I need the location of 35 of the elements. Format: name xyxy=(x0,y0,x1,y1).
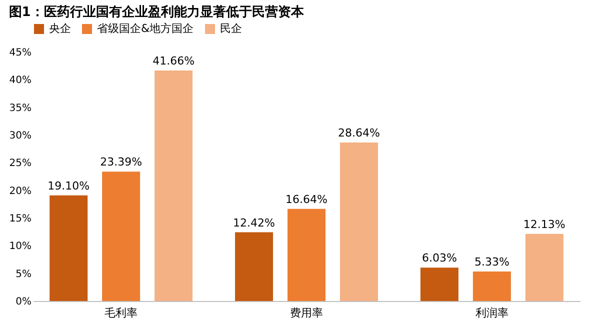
bar xyxy=(102,172,140,301)
bar xyxy=(154,70,193,301)
bar xyxy=(420,268,458,301)
x-tick-label: 毛利率 xyxy=(104,306,138,320)
data-label: 12.42% xyxy=(233,216,275,230)
bar xyxy=(472,272,511,301)
chart-title: 图1：医药行业国有企业盈利能力显著低于民营资本 xyxy=(8,4,305,20)
x-tick-label: 费用率 xyxy=(290,306,323,320)
y-tick-label: 20% xyxy=(9,186,32,197)
bar xyxy=(340,142,378,301)
data-label: 6.03% xyxy=(422,252,457,265)
y-tick-label: 30% xyxy=(9,130,32,142)
data-label: 28.64% xyxy=(338,126,380,140)
y-tick-label: 35% xyxy=(9,102,32,114)
bar xyxy=(50,195,88,301)
legend-label: 省级国企&地方国企 xyxy=(97,22,194,35)
data-label: 23.39% xyxy=(100,156,142,169)
legend-label: 央企 xyxy=(49,22,71,35)
data-label: 19.10% xyxy=(48,179,90,192)
data-label: 41.66% xyxy=(152,54,195,68)
y-tick-label: 5% xyxy=(16,268,32,280)
y-tick-label: 10% xyxy=(9,241,32,252)
y-tick-label: 45% xyxy=(9,48,32,58)
y-tick-label: 40% xyxy=(9,75,32,86)
data-label: 12.13% xyxy=(523,218,566,231)
y-tick-label: 25% xyxy=(9,158,32,170)
legend-label: 民企 xyxy=(220,22,242,35)
bar xyxy=(288,208,326,301)
data-label: 5.33% xyxy=(474,256,510,269)
bar xyxy=(235,232,274,301)
data-label: 16.64% xyxy=(286,192,328,206)
y-tick-label: 15% xyxy=(9,214,32,224)
x-tick-label: 利润率 xyxy=(475,306,508,320)
y-tick-label: 0% xyxy=(16,296,32,308)
bar xyxy=(525,234,564,301)
